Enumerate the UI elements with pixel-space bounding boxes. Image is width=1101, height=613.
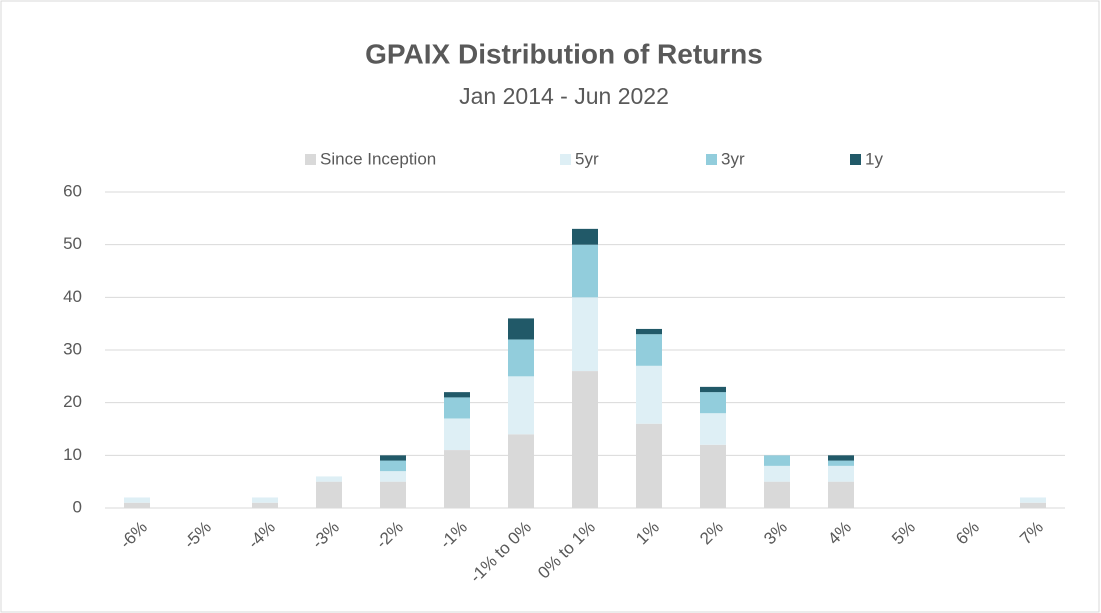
bar-segment — [508, 434, 534, 508]
bar-segment — [636, 365, 662, 424]
bar-segment — [572, 244, 598, 298]
bar-segment — [444, 418, 470, 451]
bar-segment — [828, 460, 854, 466]
legend-swatch — [305, 154, 316, 165]
bar-segment — [1020, 497, 1046, 503]
y-tick-label: 30 — [63, 339, 82, 358]
bar-segment — [380, 455, 406, 461]
y-tick-label: 40 — [63, 287, 82, 306]
bar-segment — [252, 497, 278, 503]
bar-segment — [124, 502, 150, 508]
bar-segment — [316, 481, 342, 508]
bar-segment — [700, 444, 726, 508]
bar-segment — [828, 481, 854, 508]
legend-swatch — [560, 154, 571, 165]
legend-swatch — [706, 154, 717, 165]
bar-segment — [764, 481, 790, 508]
bar-segment — [700, 413, 726, 445]
bar-segment — [508, 339, 534, 377]
bar-segment — [252, 502, 278, 508]
legend-label: 1y — [865, 149, 883, 168]
bar-segment — [828, 455, 854, 461]
bar-segment — [764, 465, 790, 482]
bar-segment — [316, 476, 342, 482]
y-tick-label: 0 — [73, 497, 82, 516]
bar-segment — [572, 371, 598, 508]
bar-segment — [508, 376, 534, 435]
bar-segment — [508, 318, 534, 340]
chart-subtitle: Jan 2014 - Jun 2022 — [459, 83, 669, 109]
bar-segment — [124, 497, 150, 503]
bar-segment — [572, 228, 598, 245]
legend-label: 3yr — [721, 149, 745, 168]
y-tick-label: 20 — [63, 392, 82, 411]
bar-segment — [636, 328, 662, 335]
bar-segment — [828, 465, 854, 482]
bar-segment — [380, 471, 406, 482]
bar-segment — [380, 481, 406, 508]
y-tick-label: 10 — [63, 445, 82, 464]
legend-swatch — [850, 154, 861, 165]
y-tick-label: 60 — [63, 181, 82, 200]
legend-label: Since Inception — [320, 149, 436, 168]
chart-title: GPAIX Distribution of Returns — [365, 38, 763, 69]
bar-segment — [444, 450, 470, 508]
bar-segment — [636, 423, 662, 508]
bar-segment — [444, 392, 470, 398]
bar-segment — [700, 392, 726, 414]
legend-label: 5yr — [575, 149, 599, 168]
bar-segment — [700, 386, 726, 393]
bar-segment — [444, 397, 470, 419]
bar-segment — [1020, 502, 1046, 508]
bar-segment — [636, 334, 662, 366]
bar-segment — [572, 297, 598, 372]
bar-segment — [764, 455, 790, 466]
y-tick-label: 50 — [63, 234, 82, 253]
bar-segment — [380, 460, 406, 472]
